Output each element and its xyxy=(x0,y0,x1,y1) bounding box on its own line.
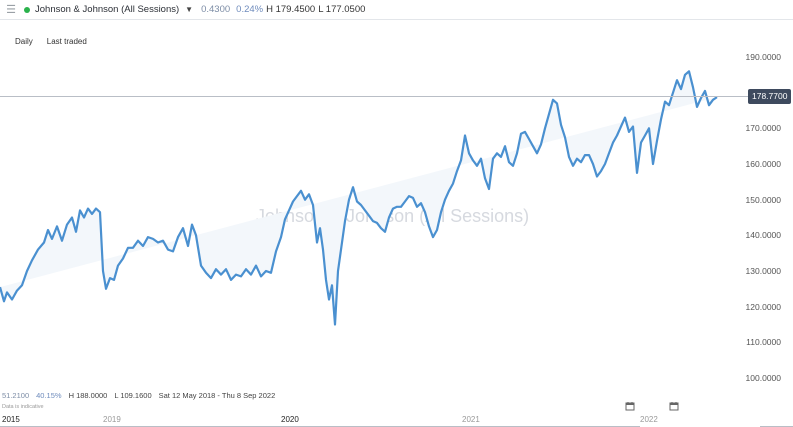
price-area-fill xyxy=(0,71,717,325)
interval-selector[interactable]: Daily xyxy=(15,37,33,46)
market-status-icon xyxy=(24,6,30,13)
hamburger-menu-icon[interactable]: ☰ xyxy=(6,4,16,16)
x-axis-tick: 2015 xyxy=(2,415,20,424)
calendar-icon[interactable] xyxy=(669,401,679,411)
y-axis-tick: 110.0000 xyxy=(746,337,781,348)
y-axis-tick: 190.0000 xyxy=(745,52,781,62)
session-high: H 179.4500 xyxy=(266,4,316,15)
chart-options: Daily Last traded xyxy=(15,37,87,46)
chart-header: ☰ Johnson & Johnson (All Sessions) ▼ 0.4… xyxy=(0,0,793,20)
current-price-line xyxy=(0,96,748,97)
x-axis-tick: 2022 xyxy=(640,415,658,424)
price-line xyxy=(0,70,718,326)
price-chart-area[interactable] xyxy=(0,21,730,414)
x-axis-tick: 2019 xyxy=(103,415,121,424)
y-axis-tick: 140.0000 xyxy=(745,230,781,241)
range-change: 51.2100 xyxy=(2,391,30,400)
current-price-tag: 178.7700 xyxy=(748,89,792,104)
y-axis-tick: 150.0000 xyxy=(745,194,781,205)
range-low: L 109.1600 xyxy=(114,391,152,400)
range-stats: 51.2100 40.15% H 188.0000 L 109.1600 Sat… xyxy=(2,391,275,400)
price-change: 0.4300 xyxy=(201,4,231,15)
y-axis-tick: 170.0000 xyxy=(745,123,781,134)
y-axis[interactable]: 190.0000 170.0000 160.0000 150.0000 140.0000… xyxy=(730,21,793,414)
y-axis-tick: 130.0000 xyxy=(745,266,781,276)
range-high: H 188.0000 xyxy=(68,391,108,400)
instrument-name[interactable]: Johnson & Johnson (All Sessions) xyxy=(35,4,180,15)
date-range: Sat 12 May 2018 - Thu 8 Sep 2022 xyxy=(158,391,276,400)
x-axis[interactable]: 2015 2019 2020 2021 2022 xyxy=(0,414,793,427)
y-axis-tick: 120.0000 xyxy=(745,301,781,312)
session-low: L 177.0500 xyxy=(318,4,366,15)
price-type-selector[interactable]: Last traded xyxy=(46,37,87,46)
price-change-percent: 0.24% xyxy=(236,4,264,15)
x-axis-tick: 2021 xyxy=(462,415,480,424)
y-axis-tick: 100.0000 xyxy=(745,373,781,383)
range-change-percent: 40.15% xyxy=(36,391,62,400)
chevron-down-icon[interactable]: ▼ xyxy=(185,5,194,14)
y-axis-tick: 160.0000 xyxy=(745,159,781,169)
calendar-icon[interactable] xyxy=(625,401,635,411)
data-disclaimer: Data is indicative xyxy=(2,404,44,410)
x-axis-tick: 2020 xyxy=(281,415,299,424)
